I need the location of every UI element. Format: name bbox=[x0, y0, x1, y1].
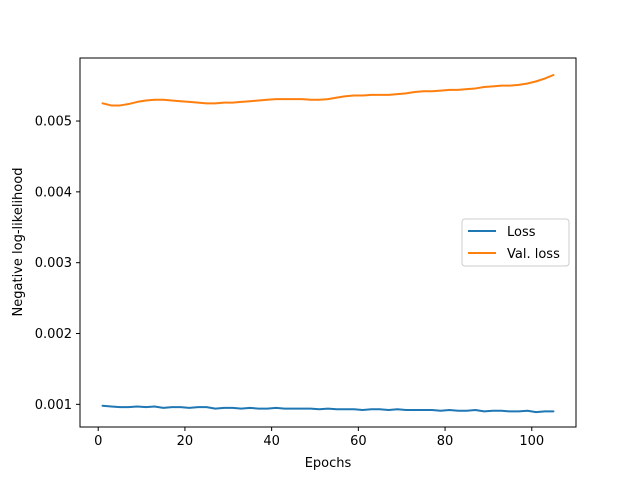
x-tick-label: 40 bbox=[263, 434, 280, 449]
y-tick-label: 0.003 bbox=[35, 256, 72, 271]
y-tick-label: 0.005 bbox=[35, 115, 72, 130]
series-layer bbox=[101, 74, 555, 414]
y-tick-label: 0.002 bbox=[35, 327, 72, 342]
plot-frame bbox=[79, 57, 577, 428]
x-tick-label: 60 bbox=[350, 434, 367, 449]
y-tick-label: 0.004 bbox=[35, 185, 72, 200]
x-axis-ticks: 0 20 40 60 80 100 bbox=[94, 427, 544, 449]
legend-label-val-loss: Val. loss bbox=[507, 247, 560, 262]
y-tick-label: 0.001 bbox=[35, 398, 72, 413]
x-tick-label: 0 bbox=[94, 434, 102, 449]
x-axis-label: Epochs bbox=[305, 456, 352, 471]
legend: Loss Val. loss bbox=[461, 218, 570, 267]
series-line-loss bbox=[101, 404, 555, 414]
series-line-val-loss bbox=[101, 74, 555, 107]
x-tick-label: 100 bbox=[519, 434, 544, 449]
x-tick-label: 80 bbox=[437, 434, 454, 449]
y-axis-label: Negative log-likelihood bbox=[11, 168, 26, 317]
x-tick-label: 20 bbox=[177, 434, 194, 449]
y-axis-ticks: 0.001 0.002 0.003 0.004 0.005 bbox=[35, 115, 80, 413]
legend-label-loss: Loss bbox=[507, 225, 536, 240]
